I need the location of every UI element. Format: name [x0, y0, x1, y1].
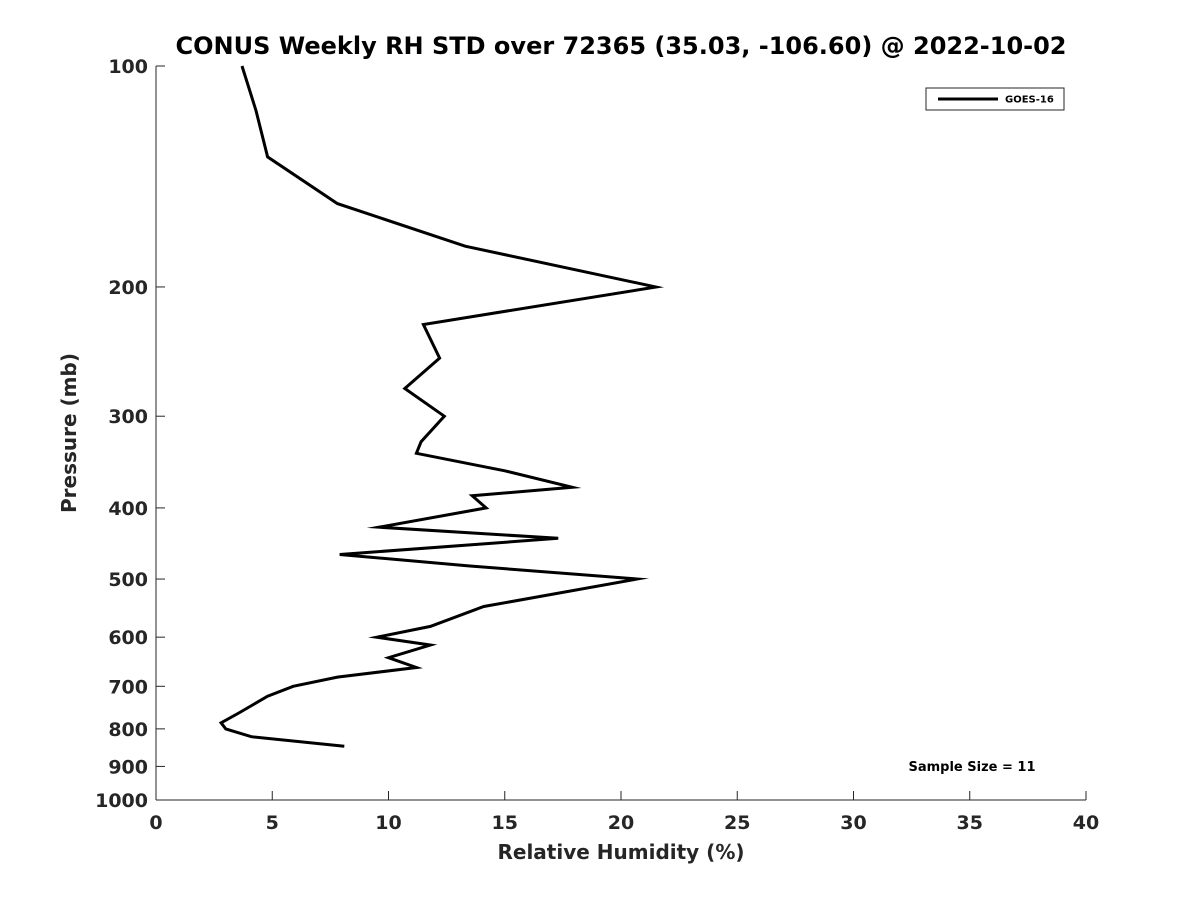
x-axis-label: Relative Humidity (%)	[497, 840, 744, 864]
x-tick-label: 20	[608, 812, 634, 834]
y-tick-label: 1000	[95, 790, 148, 812]
y-tick-label: 500	[108, 569, 148, 591]
y-tick-label: 100	[108, 56, 148, 78]
x-ticks: 0 5 10 15 20 25 30 35 40	[149, 791, 1099, 834]
x-tick-label: 30	[840, 812, 866, 834]
y-tick-label: 300	[108, 406, 148, 428]
y-tick-label: 200	[108, 277, 148, 299]
x-tick-label: 5	[266, 812, 279, 834]
x-tick-label: 25	[724, 812, 750, 834]
chart-title: CONUS Weekly RH STD over 72365 (35.03, -…	[175, 32, 1066, 60]
sample-size-annotation: Sample Size = 11	[908, 760, 1035, 775]
x-tick-label: 40	[1073, 812, 1099, 834]
y-tick-label: 700	[108, 676, 148, 698]
legend-label-goes-16: GOES-16	[1005, 95, 1054, 106]
y-tick-label: 800	[108, 719, 148, 741]
x-tick-label: 0	[149, 812, 162, 834]
y-ticks: 100 200 300 400 500 600 700 800 900 1000	[95, 56, 165, 812]
series-line-goes-16	[218, 65, 665, 748]
legend: GOES-16	[925, 87, 1065, 111]
x-tick-label: 15	[492, 812, 518, 834]
y-tick-label: 400	[108, 498, 148, 520]
y-axis-label: Pressure (mb)	[57, 353, 81, 513]
x-tick-label: 10	[375, 812, 401, 834]
y-tick-label: 600	[108, 627, 148, 649]
y-tick-label: 900	[108, 756, 148, 778]
x-tick-label: 35	[957, 812, 983, 834]
series-layer	[218, 65, 665, 748]
